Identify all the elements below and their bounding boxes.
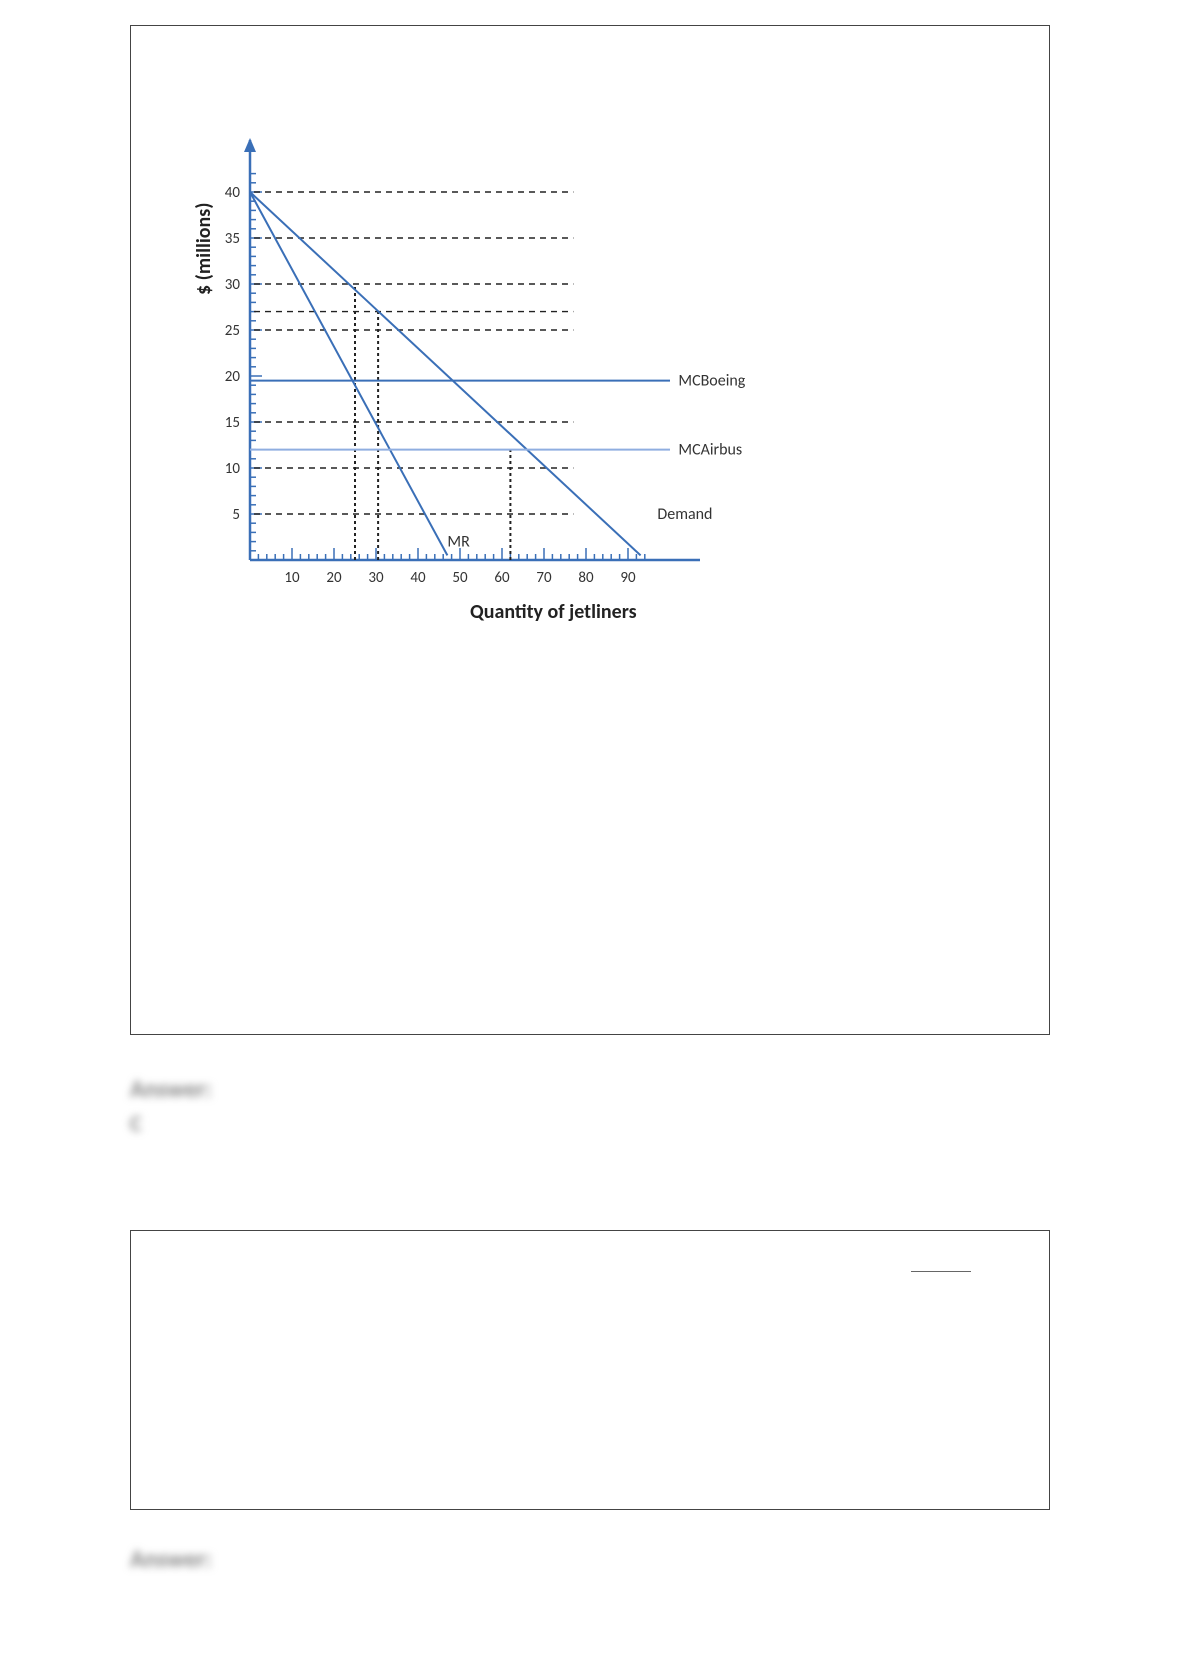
- answer-label-1: Answer:: [130, 1075, 212, 1104]
- svg-text:20: 20: [225, 368, 241, 386]
- blank-underline: [911, 1271, 971, 1272]
- svg-text:5: 5: [232, 506, 240, 524]
- svg-text:10: 10: [284, 569, 300, 587]
- svg-text:MCBoeing: MCBoeing: [678, 372, 745, 391]
- svg-text:90: 90: [620, 569, 636, 587]
- svg-text:30: 30: [225, 276, 241, 294]
- question-box-2: [130, 1230, 1050, 1510]
- svg-text:25: 25: [225, 322, 240, 340]
- svg-text:80: 80: [578, 569, 594, 587]
- svg-text:10: 10: [225, 460, 241, 478]
- svg-text:60: 60: [494, 569, 510, 587]
- svg-text:Demand: Demand: [657, 505, 712, 524]
- svg-text:20: 20: [326, 569, 342, 587]
- svg-text:MR: MR: [447, 533, 470, 552]
- svg-text:MCAirbus: MCAirbus: [678, 441, 742, 460]
- svg-text:35: 35: [225, 230, 240, 248]
- answer-label-2: Answer:: [130, 1545, 212, 1574]
- svg-text:40: 40: [410, 569, 426, 587]
- answer-value-1: C: [130, 1110, 142, 1137]
- svg-text:30: 30: [368, 569, 384, 587]
- svg-text:70: 70: [536, 569, 552, 587]
- svg-text:40: 40: [225, 184, 241, 202]
- x-axis-title: Quantity of jetliners: [470, 600, 637, 624]
- svg-text:50: 50: [452, 569, 468, 587]
- svg-text:15: 15: [225, 414, 240, 432]
- chart-plot: 10 20 30 40 50 60 70 80 90 5 10 15 20 25 30 35 40 Demand M…: [160, 100, 980, 660]
